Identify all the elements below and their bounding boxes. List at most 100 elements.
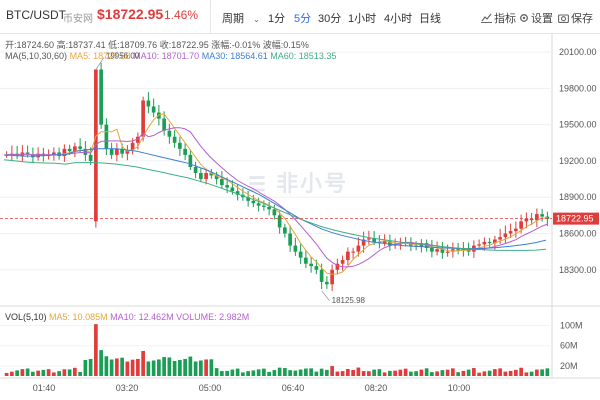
volume-bar — [304, 368, 308, 376]
volume-bar — [498, 368, 502, 376]
price-tick-label: 19500.00 — [559, 120, 597, 130]
volume-bar — [272, 370, 277, 376]
price-axis: 20100.00 19800.00 19500.00 19200.00 18900.00… — [559, 47, 597, 275]
candle-body — [519, 221, 523, 229]
volume-bar — [445, 369, 450, 376]
volume-bar — [466, 369, 471, 376]
volume-bar — [487, 370, 492, 376]
candle-body — [199, 173, 203, 180]
candles — [4, 62, 550, 292]
indicator-icon — [481, 13, 492, 23]
volume-bar — [503, 371, 508, 376]
candle-body — [388, 240, 392, 246]
candle-body — [146, 100, 151, 107]
volume-bar — [472, 368, 476, 376]
volume-bar — [31, 371, 35, 376]
volume-bar — [319, 368, 324, 376]
candle-body — [382, 240, 387, 244]
candle-body — [262, 205, 266, 207]
volume-bar — [330, 366, 334, 376]
candle-body — [136, 136, 140, 143]
candle-body — [351, 251, 355, 253]
candle-body — [430, 248, 434, 252]
volume-bar — [73, 367, 77, 376]
candle-body — [346, 251, 350, 261]
volume-bar — [120, 357, 124, 376]
volume-bar — [136, 358, 140, 376]
volume-bar — [277, 367, 282, 376]
candle-body — [298, 251, 303, 258]
candle-body — [419, 243, 424, 247]
volume-tick-label: 100M — [560, 321, 583, 331]
volume-bar — [382, 372, 387, 376]
candle-body — [330, 269, 334, 285]
candle-body — [130, 142, 135, 151]
time-axis: 01:40 03:20 05:00 06:40 08:20 10:00 — [33, 383, 471, 393]
candle-body — [482, 241, 487, 245]
volume-bar — [36, 370, 40, 376]
volume-bar — [94, 324, 98, 376]
vol-info: VOL(5,10) MA5: 10.085M MA10: 12.462M VOL… — [5, 312, 249, 322]
time-tick-label: 01:40 — [33, 383, 56, 393]
timeframe-5m[interactable]: 5分 — [294, 13, 312, 25]
volume-bar — [288, 370, 292, 376]
indicators-button[interactable]: 指标 — [481, 10, 516, 26]
candle-body — [340, 260, 345, 264]
grid — [0, 33, 600, 379]
timeframe-1m[interactable]: 1分 — [268, 13, 286, 25]
volume-bar — [461, 370, 466, 376]
candle-body — [277, 215, 282, 228]
high-annotation: 19956.00 — [106, 52, 140, 61]
ma60-line — [3, 159, 547, 251]
save-button[interactable]: 保存 — [558, 10, 593, 26]
volume-bar — [335, 371, 340, 376]
candle-body — [115, 148, 119, 155]
volume-bar — [209, 359, 214, 376]
volume-bar — [529, 371, 534, 376]
volume-bar — [403, 368, 408, 376]
price-change: -1.46% — [160, 8, 199, 22]
volume-bar — [414, 371, 418, 376]
volume-bar — [351, 369, 355, 376]
candle-body — [514, 228, 518, 232]
settings-button[interactable]: 设置 — [519, 10, 553, 26]
volume-bar — [356, 367, 361, 376]
volume-bar — [283, 368, 287, 376]
vol-label: VOL(5,10) — [5, 312, 47, 322]
candle-body — [172, 136, 177, 143]
volume-bar — [204, 359, 208, 376]
candle-body — [99, 69, 103, 125]
timeframe-30m[interactable]: 30分 — [318, 13, 342, 25]
candle-body — [88, 154, 93, 161]
watermark-text: 非小号 — [276, 171, 349, 196]
period-dropdown[interactable]: 周期 ⌄ — [222, 10, 260, 26]
trading-pair[interactable]: BTC/USDT — [6, 8, 66, 22]
volume-bar — [130, 359, 135, 376]
divider — [210, 0, 211, 33]
volume-bar — [246, 371, 250, 376]
volume-bar — [25, 368, 30, 376]
volume-bar — [524, 372, 529, 376]
volume-bar — [482, 371, 487, 376]
candle-body — [272, 209, 277, 216]
volume-bar — [10, 371, 14, 376]
ma-info: MA(5,10,30,60) MA5: 18727.68 MA10: 18701… — [5, 51, 336, 61]
chevron-down-icon: ⌄ — [253, 15, 260, 24]
current-price: $18722.95 — [97, 6, 164, 22]
candle-body — [372, 238, 376, 242]
candle-body — [104, 124, 109, 149]
candle-body — [293, 245, 298, 252]
volume-bar — [167, 357, 172, 376]
low-value: 低:18709.76 — [108, 40, 158, 50]
candle-body — [319, 269, 324, 282]
time-tick-label: 05:00 — [199, 383, 222, 393]
timeframe-1h[interactable]: 1小时 — [348, 13, 377, 25]
candle-body — [356, 245, 361, 252]
vol-ma5-value: MA5: 10.085M — [49, 312, 108, 322]
candle-body — [235, 191, 240, 195]
timeframe-4h[interactable]: 4小时 — [384, 13, 413, 25]
volume-bar — [477, 372, 481, 376]
candle-body — [367, 238, 371, 240]
timeframe-1d[interactable]: 日线 — [419, 13, 441, 25]
